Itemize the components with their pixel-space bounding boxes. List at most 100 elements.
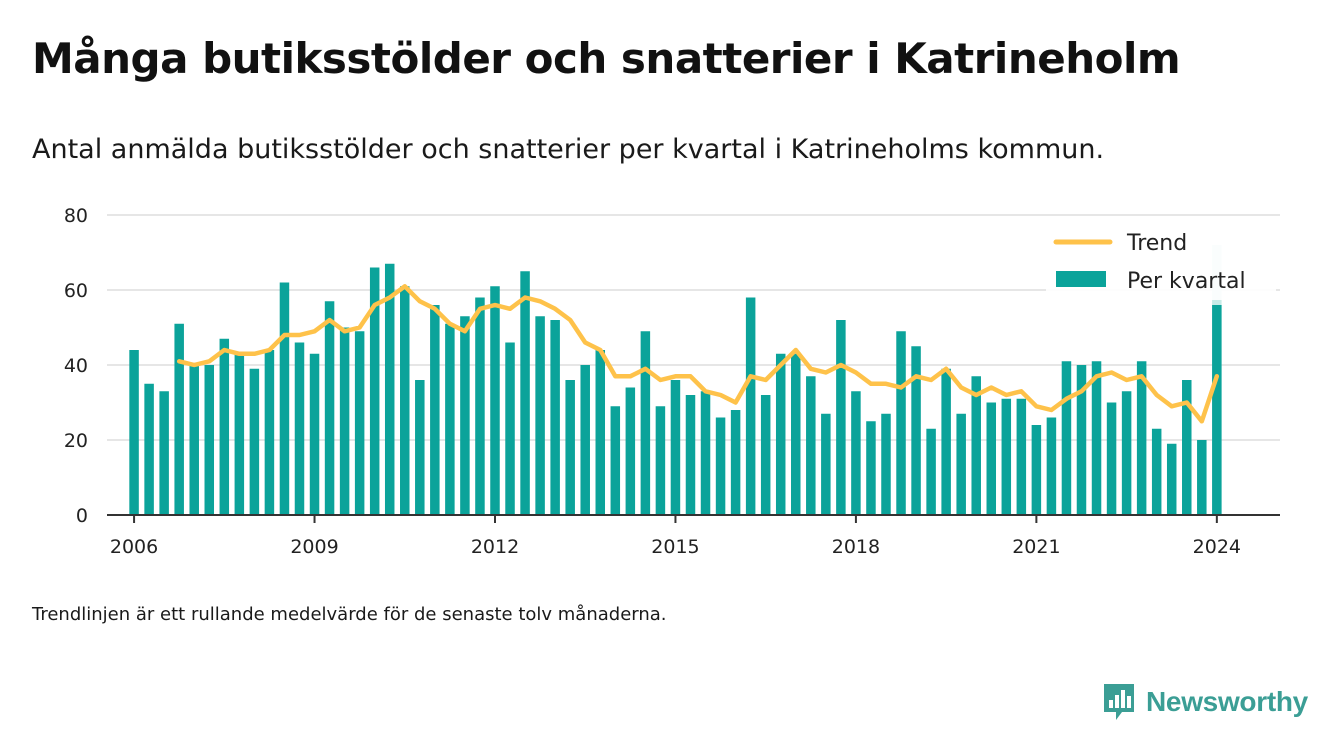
- bar: [189, 365, 199, 515]
- bar: [1076, 365, 1087, 515]
- bar: [866, 421, 876, 515]
- bar: [655, 406, 666, 515]
- bar: [640, 331, 651, 515]
- bar: [806, 376, 816, 515]
- bar: [1106, 402, 1117, 515]
- bar: [1061, 361, 1072, 515]
- bar: [580, 365, 590, 515]
- bar: [986, 402, 997, 515]
- bar: [971, 376, 981, 515]
- bar-chart-speech-bubble-icon: [1104, 684, 1134, 720]
- chart-area: 0 20 40 60 80 2006 2009 2012 2015 2018 2021 2024 T…: [64, 205, 1280, 558]
- y-tick-label: 20: [64, 430, 88, 452]
- bar: [625, 387, 636, 515]
- bar: [881, 413, 891, 515]
- bar: [400, 286, 410, 515]
- bar: [384, 263, 395, 515]
- bar: [339, 327, 350, 515]
- bar: [324, 301, 335, 515]
- bar: [1182, 380, 1192, 515]
- bar: [595, 350, 606, 515]
- footnote: Trendlinjen är ett rullande medelvärde f…: [32, 604, 667, 625]
- legend-bar-label: Per kvartal: [1127, 269, 1246, 294]
- x-tick-label: 2012: [471, 536, 519, 558]
- bar: [520, 271, 530, 515]
- logo-text: Newsworthy: [1146, 686, 1308, 717]
- bar: [505, 342, 515, 515]
- bar: [760, 395, 771, 515]
- x-tick-label: 2006: [110, 536, 158, 558]
- bar: [264, 350, 275, 515]
- bar: [249, 368, 260, 515]
- bar: [565, 380, 575, 515]
- bar: [896, 331, 906, 515]
- bar: [309, 353, 320, 515]
- newsworthy-logo: Newsworthy: [1102, 682, 1308, 722]
- x-tick-label: 2015: [651, 536, 699, 558]
- bar: [670, 380, 681, 515]
- bar: [279, 282, 290, 515]
- x-axis: 2006 2009 2012 2015 2018 2021 2024: [107, 514, 1280, 558]
- bar: [1212, 305, 1222, 515]
- bar-series: [129, 245, 1222, 515]
- bar: [550, 320, 560, 515]
- bar: [490, 286, 500, 515]
- bar: [219, 338, 230, 515]
- bar: [685, 395, 696, 515]
- bar: [1151, 428, 1162, 515]
- bar: [460, 316, 470, 515]
- x-tick-label: 2024: [1193, 536, 1241, 558]
- bar: [836, 320, 846, 515]
- x-tick-label: 2018: [832, 536, 880, 558]
- bar: [294, 342, 305, 515]
- chart-title: Många butiksstölder och snatterier i Kat…: [32, 34, 1181, 83]
- bar: [1091, 361, 1102, 515]
- y-tick-label: 80: [64, 205, 88, 227]
- bar: [1016, 398, 1027, 515]
- y-tick-label: 60: [64, 280, 88, 302]
- bar: [821, 413, 831, 515]
- bar: [369, 267, 380, 515]
- bar: [159, 391, 169, 515]
- bar: [775, 353, 786, 515]
- bar: [610, 406, 621, 515]
- bar: [1001, 398, 1012, 515]
- bar: [1121, 391, 1132, 515]
- bar: [1031, 425, 1042, 515]
- bar: [911, 346, 921, 515]
- y-axis-tick-labels: 0 20 40 60 80: [64, 205, 88, 527]
- y-tick-label: 40: [64, 355, 88, 377]
- chart-subtitle: Antal anmälda butiksstölder och snatteri…: [32, 134, 1105, 165]
- legend-trend-label: Trend: [1126, 231, 1187, 256]
- bar: [791, 353, 801, 515]
- legend: Trend Per kvartal: [1046, 220, 1276, 300]
- bar: [956, 413, 966, 515]
- trend-line: [176, 284, 1220, 424]
- bar: [1136, 361, 1147, 515]
- bar: [144, 383, 154, 515]
- x-tick-label: 2021: [1012, 536, 1060, 558]
- bar: [234, 353, 245, 515]
- bar: [430, 305, 440, 515]
- bar: [129, 350, 139, 515]
- bar: [1046, 417, 1057, 515]
- bar: [730, 410, 741, 515]
- bar: [445, 323, 455, 515]
- bar: [1197, 440, 1207, 515]
- bar: [941, 368, 951, 515]
- bar: [204, 365, 215, 515]
- bar: [745, 297, 756, 515]
- bar: [535, 316, 545, 515]
- bar: [1166, 443, 1177, 515]
- bar: [851, 391, 861, 515]
- bar: [415, 380, 425, 515]
- y-tick-label: 0: [76, 505, 88, 527]
- trend-series: [176, 284, 1220, 424]
- bar: [926, 428, 936, 515]
- x-tick-label: 2009: [290, 536, 338, 558]
- bar: [700, 391, 711, 515]
- bar: [174, 323, 184, 515]
- bar: [475, 297, 485, 515]
- bar: [715, 417, 726, 515]
- legend-bar-swatch: [1056, 271, 1106, 287]
